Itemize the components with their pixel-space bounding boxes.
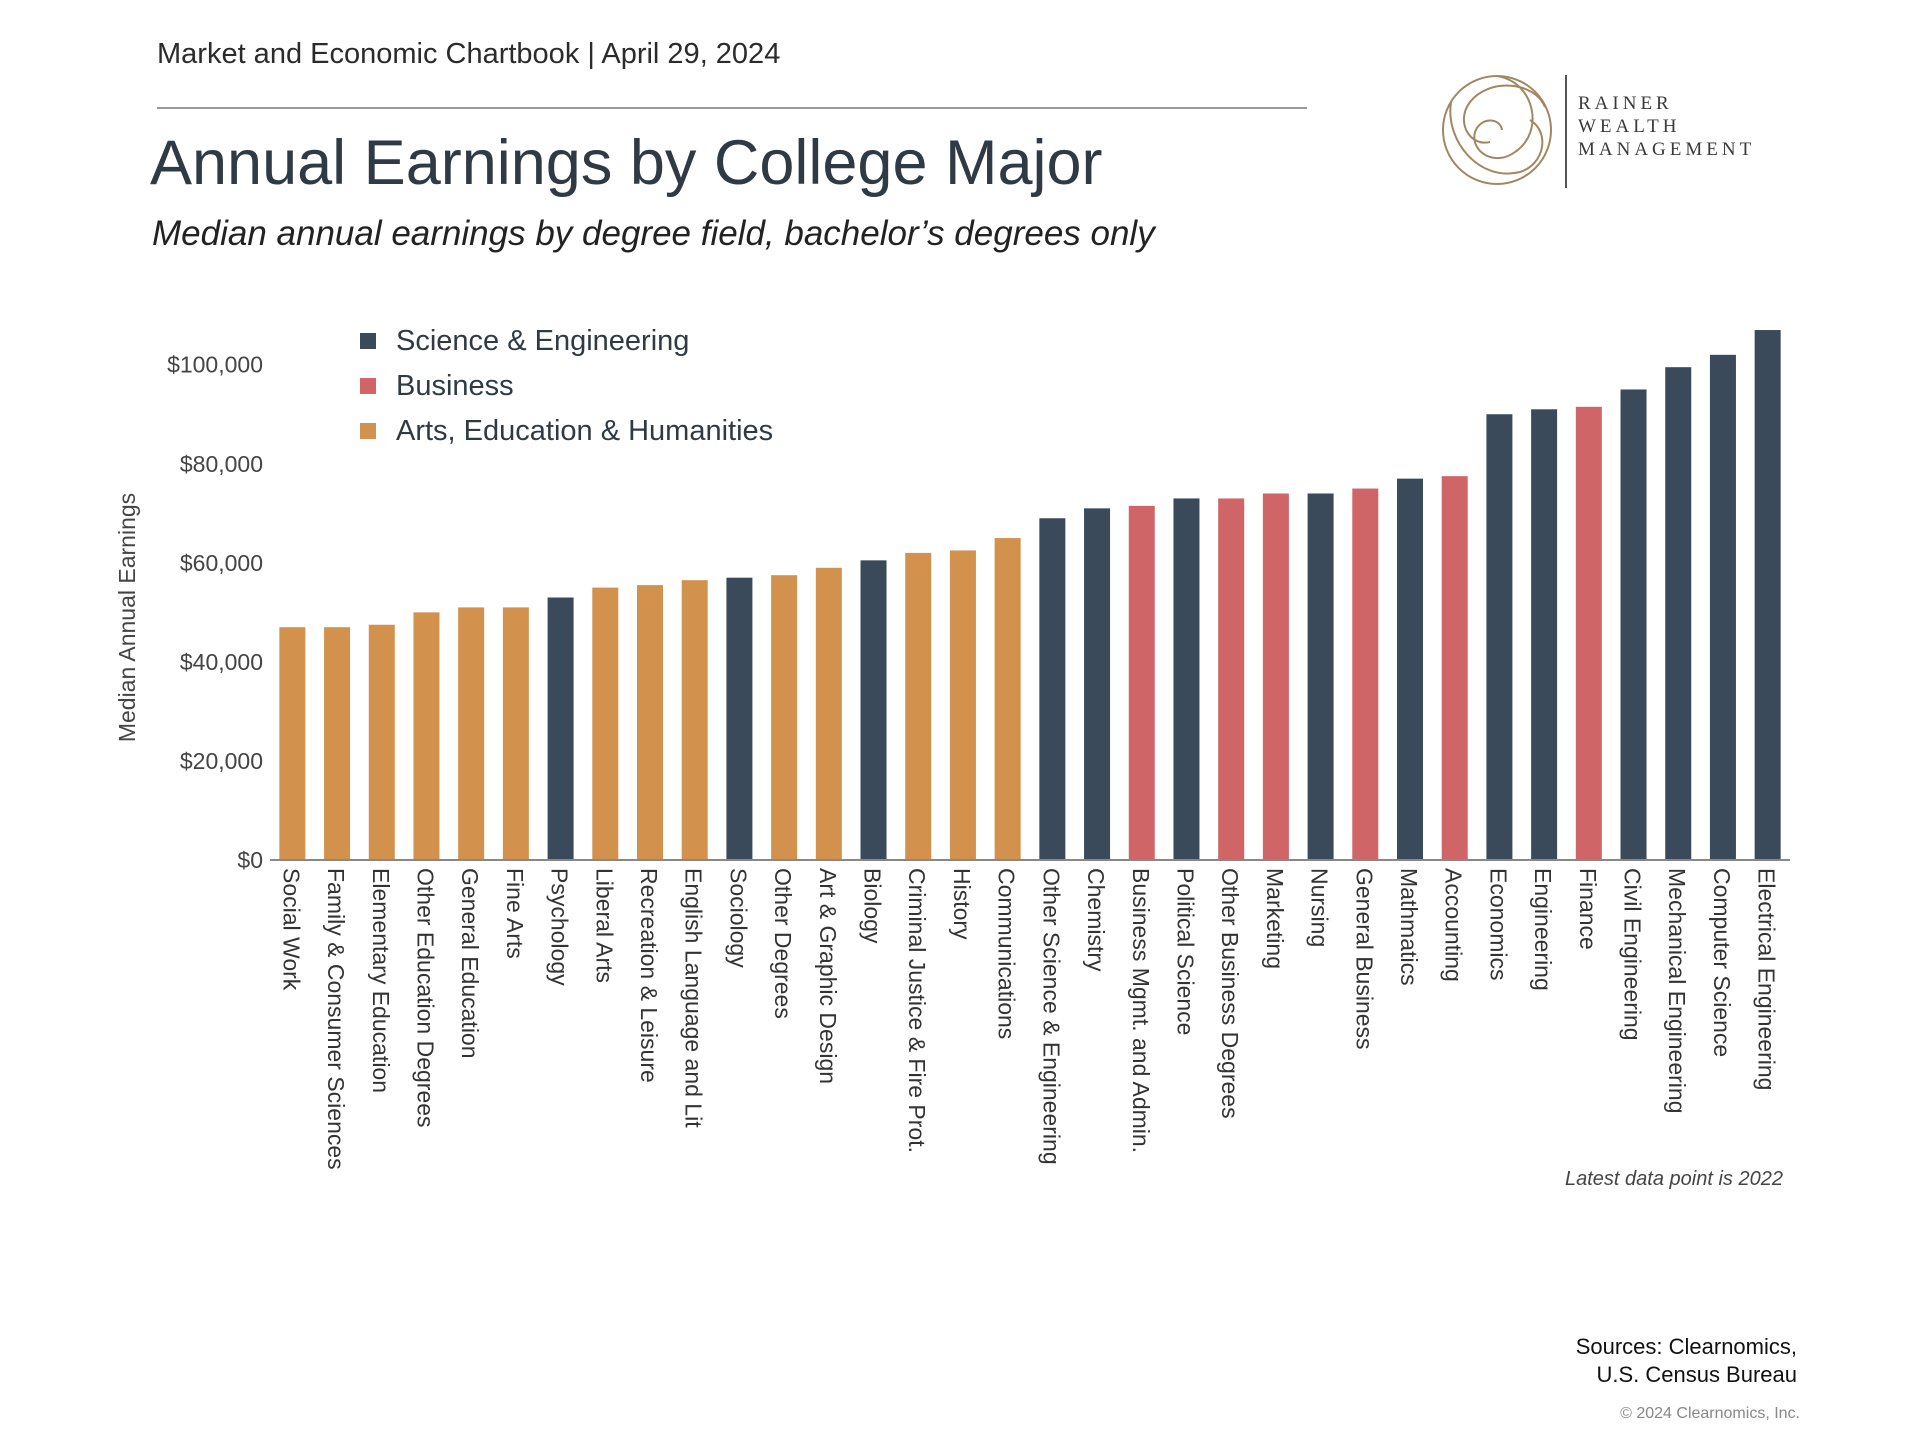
bar	[1084, 508, 1111, 860]
sources-line-1: Sources: Clearnomics,	[1575, 1334, 1797, 1359]
y-tick-label: $20,000	[180, 748, 263, 774]
legend-label: Arts, Education & Humanities	[396, 415, 773, 447]
sources-note: Sources: Clearnomics, U.S. Census Bureau	[1576, 1333, 1797, 1389]
x-tick-label: Other Degrees	[770, 868, 796, 1019]
chartbook-header: Market and Economic Chartbook | April 29…	[157, 38, 781, 70]
x-tick-label: Business Mgmt. and Admin.	[1128, 868, 1154, 1153]
x-tick-label: Marketing	[1262, 868, 1288, 969]
x-tick-label: Other Science & Engineering	[1038, 868, 1064, 1165]
x-tick-label: English Language and Lit	[681, 868, 707, 1128]
bar	[1039, 518, 1066, 860]
x-tick-label: Art & Graphic Design	[815, 868, 841, 1084]
x-tick-label: Elementary Education	[368, 868, 394, 1093]
bar	[1754, 330, 1781, 860]
y-tick-label: $40,000	[180, 649, 263, 675]
bar	[1531, 409, 1558, 860]
rainer-logo-icon	[1442, 75, 1552, 185]
bar	[592, 587, 619, 860]
logo-line-2: WEALTH	[1578, 116, 1681, 137]
x-tick-label: Nursing	[1307, 868, 1333, 947]
bar	[681, 580, 708, 860]
bar	[547, 597, 574, 860]
y-tick-label: $0	[237, 847, 263, 873]
x-tick-label: Political Science	[1172, 868, 1198, 1035]
y-axis-title: Median Annual Earnings	[114, 493, 140, 742]
sources-line-2: U.S. Census Bureau	[1596, 1362, 1797, 1387]
bar	[413, 612, 440, 860]
bar	[1218, 498, 1245, 860]
earnings-bar-chart: $0 $20,000 $40,000 $60,000 $80,000 $100,000 Me…	[114, 325, 1790, 1170]
bar	[949, 550, 976, 860]
bar	[1397, 478, 1423, 860]
x-tick-label: Fine Arts	[502, 868, 528, 959]
bar	[458, 607, 485, 860]
bar	[1665, 367, 1692, 860]
x-tick-label: Liberal Arts	[591, 868, 617, 983]
bar	[1262, 493, 1289, 860]
legend-label: Business	[396, 370, 514, 402]
legend-swatch	[360, 333, 376, 349]
x-tick-label: Computer Science	[1709, 868, 1735, 1057]
legend-swatch	[360, 423, 376, 439]
bar	[860, 560, 887, 860]
x-tick-label: Chemistry	[1083, 868, 1109, 972]
bar	[1575, 406, 1602, 860]
x-tick-label: Psychology	[547, 868, 573, 986]
x-tick-label: Criminal Justice & Fire Prot.	[904, 868, 930, 1153]
bar	[994, 538, 1021, 860]
logo-line-3: MANAGEMENT	[1578, 139, 1756, 160]
x-tick-label: Engineering	[1530, 868, 1556, 991]
y-tick-label: $80,000	[180, 451, 263, 477]
x-tick-label: Biology	[860, 868, 886, 944]
x-tick-label: Recreation & Leisure	[636, 868, 662, 1083]
bar	[1128, 505, 1155, 860]
header-divider	[157, 107, 1307, 109]
bar	[279, 627, 306, 860]
bar	[502, 607, 529, 860]
x-tick-label: Mechanical Engineering	[1664, 868, 1690, 1114]
page-subtitle: Median annual earnings by degree field, …	[152, 214, 1155, 253]
logo-divider	[1565, 75, 1567, 188]
x-tick-label: Finance	[1575, 868, 1601, 950]
x-tick-label: Electrical Engineering	[1754, 868, 1780, 1090]
x-tick-label: General Education	[457, 868, 483, 1059]
legend-label: Science & Engineering	[396, 325, 689, 357]
logo-wordmark: RAINER WEALTH MANAGEMENT	[1578, 92, 1755, 161]
x-tick-label: Sociology	[725, 868, 751, 968]
legend-swatch	[360, 378, 376, 394]
bar	[1441, 476, 1468, 860]
bar	[1709, 354, 1736, 860]
bar	[637, 585, 663, 860]
bar	[726, 577, 753, 860]
bar	[368, 624, 395, 860]
bar	[1173, 498, 1200, 860]
x-tick-label: Civil Engineering	[1620, 868, 1646, 1041]
x-tick-label: Accounting	[1441, 868, 1467, 982]
copyright: © 2024 Clearnomics, Inc.	[1620, 1405, 1800, 1422]
logo-line-1: RAINER	[1578, 93, 1673, 114]
x-tick-label: Communications	[994, 868, 1020, 1039]
x-tick-label: Family & Consumer Sciences	[323, 868, 349, 1170]
latest-data-note: Latest data point is 2022	[1565, 1168, 1783, 1190]
bar	[815, 567, 842, 860]
page-title: Annual Earnings by College Major	[150, 128, 1103, 198]
x-tick-label: Other Business Degrees	[1217, 868, 1243, 1119]
bar	[1620, 389, 1647, 860]
bar	[771, 575, 798, 860]
x-tick-label: Social Work	[278, 868, 304, 991]
x-tick-label: History	[949, 868, 975, 940]
bar	[1486, 414, 1513, 860]
x-tick-label: Mathmatics	[1396, 868, 1422, 986]
bar	[905, 552, 932, 860]
x-tick-label: General Business	[1351, 868, 1377, 1050]
y-tick-label: $60,000	[180, 550, 263, 576]
bar	[1352, 488, 1379, 860]
bar	[1307, 493, 1334, 860]
x-tick-label: Economics	[1485, 868, 1511, 980]
bar	[324, 627, 351, 860]
x-tick-label: Other Education Degrees	[412, 868, 438, 1128]
y-tick-label: $100,000	[167, 352, 263, 378]
